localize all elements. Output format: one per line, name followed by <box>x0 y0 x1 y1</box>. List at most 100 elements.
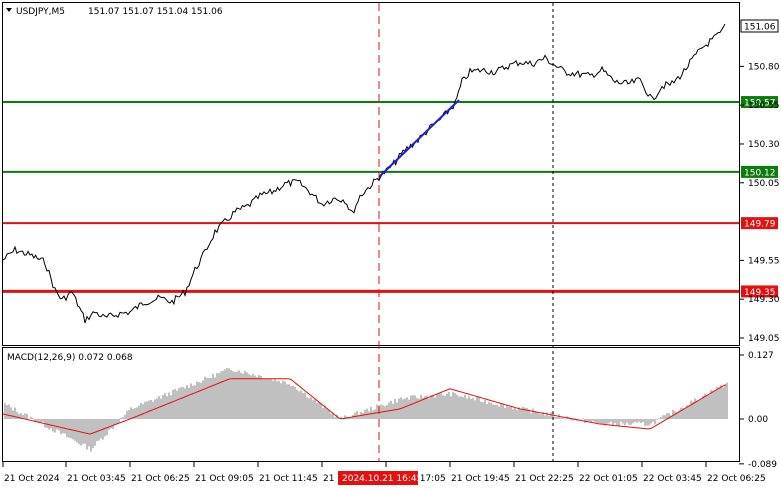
macd-histogram-bar <box>704 393 706 419</box>
macd-histogram-bar <box>564 419 566 420</box>
macd-histogram-bar <box>712 391 714 419</box>
macd-histogram-bar <box>354 412 356 419</box>
macd-histogram-bar <box>232 371 234 419</box>
macd-histogram-bar <box>650 419 652 424</box>
macd-histogram-bar <box>428 398 430 419</box>
macd-histogram-bar <box>328 409 330 419</box>
macd-histogram-bar <box>572 419 574 421</box>
macd-histogram-bar <box>26 413 28 419</box>
macd-histogram-bar <box>546 412 548 419</box>
macd-histogram-bar <box>424 396 426 419</box>
macd-histogram-bar <box>484 399 486 419</box>
macd-histogram-bar <box>582 418 584 419</box>
macd-histogram-bar <box>434 397 436 419</box>
macd-histogram-bar <box>140 402 142 419</box>
macd-histogram-bar <box>592 419 594 421</box>
macd-histogram-bar <box>646 419 648 426</box>
macd-histogram-bar <box>246 372 248 419</box>
macd-histogram-bar <box>320 403 322 419</box>
macd-histogram-bar <box>526 408 528 419</box>
trend-line[interactable] <box>378 99 460 178</box>
macd-histogram-bar <box>438 393 440 419</box>
macd-histogram-bar <box>244 370 246 419</box>
macd-histogram-bar <box>236 371 238 419</box>
macd-histogram-bar <box>598 419 600 423</box>
macd-histogram-bar <box>184 388 186 419</box>
macd-histogram-bar <box>38 419 40 424</box>
macd-histogram-bar <box>384 406 386 419</box>
macd-histogram-bar <box>462 397 464 419</box>
macd-histogram-bar <box>420 394 422 419</box>
macd-histogram-bar <box>624 419 626 426</box>
macd-histogram-bar <box>600 419 602 425</box>
macd-histogram-bar <box>494 404 496 419</box>
macd-histogram-bar <box>28 418 30 420</box>
macd-histogram-bar <box>200 382 202 419</box>
macd-histogram-bar <box>338 418 340 420</box>
price-tick-label: 149.30 <box>748 295 780 305</box>
macd-histogram-bar <box>264 378 266 419</box>
level-label-bg <box>741 217 778 230</box>
macd-histogram-bar <box>214 377 216 419</box>
macd-histogram-bar <box>258 375 260 419</box>
macd-histogram-bar <box>504 407 506 419</box>
macd-histogram-bar <box>418 398 420 419</box>
macd-histogram-bar <box>188 387 190 419</box>
macd-histogram-bar <box>72 419 74 440</box>
macd-signal-line <box>2 378 727 435</box>
macd-histogram-bar <box>358 415 360 419</box>
macd-histogram-bar <box>12 410 14 419</box>
macd-histogram-bar <box>166 396 168 419</box>
price-tick-label: 149.05 <box>748 334 780 344</box>
macd-histogram-bar <box>18 413 20 419</box>
macd-histogram-bar <box>470 398 472 419</box>
macd-histogram-bar <box>510 406 512 419</box>
macd-histogram-bar <box>652 419 654 422</box>
macd-histogram-bar <box>720 385 722 419</box>
macd-histogram-bar <box>442 395 444 419</box>
macd-histogram-bar <box>260 375 262 419</box>
macd-histogram-bar <box>396 402 398 419</box>
macd-histogram-bar <box>40 419 42 423</box>
macd-histogram-bar <box>478 397 480 419</box>
macd-histogram-bar <box>268 378 270 419</box>
macd-histogram-bar <box>356 411 358 419</box>
macd-histogram-bar <box>196 381 198 419</box>
macd-histogram-bar <box>456 394 458 419</box>
macd-histogram-bar <box>632 419 634 424</box>
macd-histogram-bar <box>274 378 276 419</box>
macd-histogram-bar <box>528 409 530 419</box>
macd-histogram-bar <box>468 396 470 419</box>
macd-histogram-bar <box>228 368 230 419</box>
macd-histogram-bar <box>58 419 60 431</box>
macd-histogram-bar <box>702 396 704 419</box>
macd-histogram-bar <box>622 419 624 424</box>
macd-histogram-bar <box>640 419 642 423</box>
macd-histogram-bar <box>480 401 482 419</box>
macd-histogram-bar <box>4 403 6 419</box>
level-lines[interactable]: 150.57 150.12 149.79 149.35 <box>3 96 778 298</box>
macd-histogram-bar <box>42 419 44 422</box>
macd-histogram-bar <box>466 398 468 419</box>
macd-histogram-bar <box>24 413 26 419</box>
macd-histogram-bar <box>152 401 154 419</box>
macd-histogram-bar <box>250 375 252 419</box>
macd-histogram-bar <box>714 390 716 419</box>
macd-histogram-bar <box>84 419 86 444</box>
price-panel-frame <box>2 2 740 346</box>
macd-histogram-bar <box>20 413 22 419</box>
macd-histogram-bar <box>222 370 224 419</box>
macd-histogram-bar <box>298 391 300 419</box>
dropdown-triangle-icon[interactable] <box>6 8 12 12</box>
macd-histogram-bar <box>688 405 690 419</box>
macd-histogram-bar <box>716 386 718 419</box>
time-label: 22 Oct 03:45 <box>643 474 702 484</box>
macd-histogram-bar <box>212 373 214 419</box>
level-label: 150.57 <box>744 99 776 109</box>
symbol-header[interactable]: USDJPY,M5 151.07 151.07 151.04 151.06 <box>6 7 223 17</box>
macd-histogram-bar <box>218 373 220 419</box>
macd-histogram-bar <box>658 418 660 419</box>
macd-histogram-bar <box>552 412 554 419</box>
